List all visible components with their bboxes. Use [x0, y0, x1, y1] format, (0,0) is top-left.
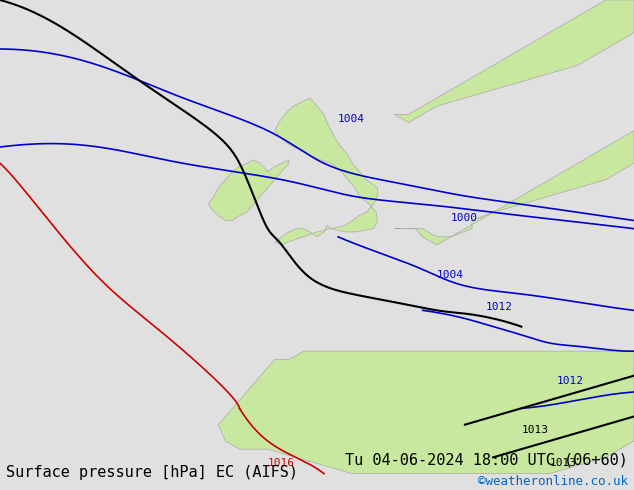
Text: Surface pressure [hPa] EC (AIFS): Surface pressure [hPa] EC (AIFS) — [6, 465, 299, 480]
Text: 1000: 1000 — [451, 213, 478, 222]
Text: 1012: 1012 — [486, 302, 513, 312]
Polygon shape — [275, 98, 378, 245]
Text: 1012: 1012 — [557, 376, 583, 386]
Text: 1013: 1013 — [550, 458, 576, 467]
Text: Tu 04-06-2024 18:00 UTC (06+60): Tu 04-06-2024 18:00 UTC (06+60) — [345, 453, 628, 468]
Text: 1016: 1016 — [268, 458, 295, 467]
Polygon shape — [218, 351, 634, 474]
Text: 1013: 1013 — [521, 425, 548, 435]
Text: 1004: 1004 — [437, 270, 463, 280]
Text: 1004: 1004 — [338, 115, 365, 124]
Text: ©weatheronline.co.uk: ©weatheronline.co.uk — [477, 474, 628, 488]
Polygon shape — [394, 0, 634, 122]
Polygon shape — [209, 160, 289, 220]
Polygon shape — [394, 131, 634, 245]
